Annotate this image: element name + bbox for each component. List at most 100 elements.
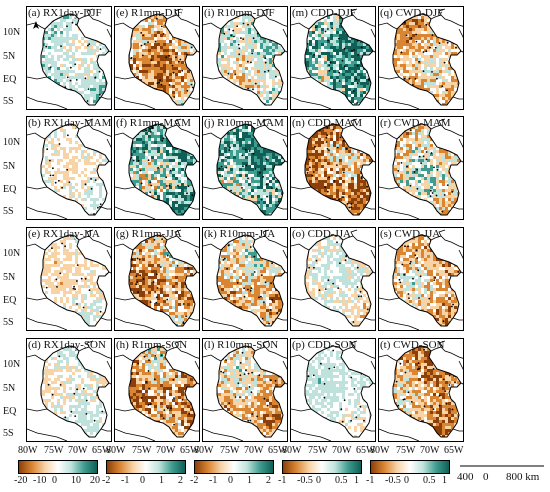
- trend-cell: [96, 177, 99, 180]
- trend-cell: [78, 22, 81, 25]
- trend-cell: [451, 91, 454, 94]
- trend-cell: [351, 40, 354, 43]
- trend-cell: [348, 46, 351, 49]
- trend-cell: [266, 168, 269, 171]
- significance-dot: [88, 43, 91, 46]
- trend-cell: [342, 91, 345, 94]
- trend-cell: [127, 216, 130, 219]
- trend-cell: [363, 46, 366, 49]
- trend-cell: [69, 43, 72, 46]
- trend-cell: [187, 70, 190, 73]
- trend-cell: [436, 46, 439, 49]
- trend-cell: [342, 76, 345, 79]
- significance-dot: [84, 183, 87, 186]
- trend-cell: [145, 49, 148, 52]
- trend-cell: [69, 91, 72, 94]
- trend-cell: [193, 124, 196, 126]
- trend-cell: [181, 213, 184, 215]
- trend-cell: [372, 58, 373, 61]
- trend-cell: [342, 52, 345, 55]
- significance-dot: [329, 61, 332, 64]
- trend-cell: [430, 79, 433, 82]
- trend-cell: [72, 64, 75, 67]
- trend-cell: [248, 34, 251, 37]
- significance-dot: [338, 71, 341, 74]
- trend-cell: [415, 100, 418, 103]
- trend-cell: [260, 153, 263, 156]
- trend-cell: [142, 210, 145, 213]
- trend-cell: [412, 103, 415, 105]
- trend-cell: [448, 94, 451, 97]
- trend-cell: [57, 58, 60, 61]
- trend-cell: [129, 198, 130, 201]
- trend-cell: [160, 168, 163, 171]
- trend-cell: [148, 189, 151, 192]
- trend-cell: [393, 31, 394, 34]
- trend-cell: [145, 31, 148, 34]
- significance-dot: [308, 100, 311, 103]
- trend-cell: [257, 34, 260, 37]
- trend-cell: [108, 210, 109, 213]
- trend-cell: [454, 100, 457, 103]
- trend-cell: [357, 70, 360, 73]
- trend-cell: [324, 58, 327, 61]
- trend-cell: [224, 159, 227, 162]
- trend-cell: [151, 85, 154, 88]
- trend-cell: [272, 88, 275, 91]
- trend-cell: [172, 195, 175, 198]
- trend-cell: [163, 82, 166, 85]
- trend-cell: [415, 31, 418, 34]
- trend-cell: [160, 210, 163, 213]
- trend-cell: [175, 216, 178, 219]
- significance-dot: [187, 185, 190, 188]
- trend-cell: [394, 103, 397, 105]
- trend-cell: [351, 58, 354, 61]
- trend-cell: [393, 97, 394, 100]
- trend-cell: [333, 67, 336, 70]
- trend-cell: [187, 210, 190, 213]
- trend-cell: [166, 198, 169, 201]
- trend-cell: [75, 165, 78, 168]
- trend-cell: [187, 213, 190, 215]
- trend-cell: [133, 94, 136, 97]
- trend-cell: [148, 34, 151, 37]
- trend-cell: [163, 67, 166, 70]
- trend-cell: [163, 58, 166, 61]
- trend-cell: [196, 174, 197, 177]
- trend-cell: [157, 183, 160, 186]
- trend-cell: [248, 37, 251, 40]
- trend-cell: [275, 147, 278, 150]
- significance-dot: [436, 77, 438, 80]
- trend-cell: [263, 174, 266, 177]
- trend-cell: [160, 79, 163, 82]
- trend-cell: [333, 85, 336, 88]
- trend-cell: [108, 192, 109, 195]
- trend-cell: [351, 52, 354, 55]
- trend-cell: [348, 94, 351, 97]
- trend-cell: [72, 213, 75, 215]
- trend-cell: [93, 162, 96, 165]
- trend-cell: [151, 49, 154, 52]
- trend-cell: [163, 16, 166, 19]
- country-border: [115, 132, 134, 140]
- trend-cell: [451, 94, 454, 97]
- trend-cell: [239, 129, 242, 132]
- trend-cell: [406, 64, 409, 67]
- trend-cell: [248, 156, 251, 159]
- trend-cell: [260, 37, 263, 40]
- trend-cell: [393, 70, 394, 73]
- trend-cell: [433, 58, 436, 61]
- trend-cell: [45, 201, 48, 204]
- trend-cell: [284, 168, 285, 171]
- trend-cell: [448, 85, 451, 88]
- trend-cell: [160, 19, 163, 22]
- trend-cell: [130, 216, 133, 219]
- trend-cell: [151, 94, 154, 97]
- trend-cell: [196, 177, 197, 180]
- trend-cell: [218, 174, 221, 177]
- trend-cell: [48, 76, 51, 79]
- map-plot: [291, 8, 375, 109]
- country-border: [291, 96, 332, 109]
- trend-cell: [90, 40, 93, 43]
- trend-cell: [175, 25, 178, 28]
